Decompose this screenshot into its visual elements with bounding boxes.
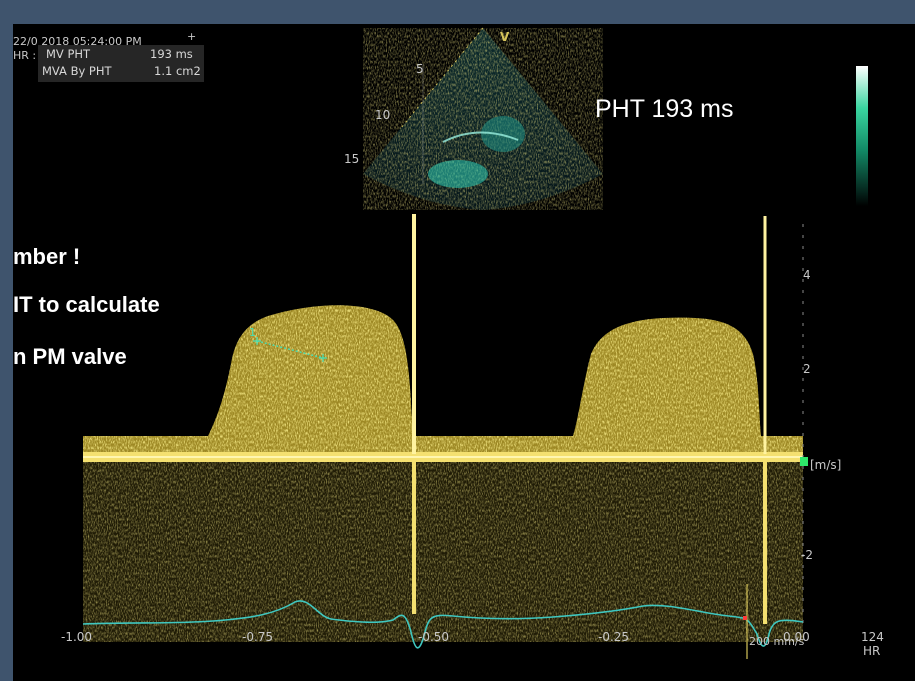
note-line-2: IT to calculate: [13, 292, 160, 318]
depth-label-15: 15: [344, 152, 359, 166]
note-line-1: mber !: [13, 244, 80, 270]
time-tick-minus-1: -1.00: [61, 630, 92, 644]
note-line-3: n PM valve: [13, 344, 127, 370]
hr-value: 124: [861, 630, 884, 644]
add-icon: +: [187, 30, 196, 43]
velocity-unit-label: [m/s]: [810, 458, 841, 472]
color-scale-bar: [856, 66, 868, 206]
pht-annotation: PHT 193 ms: [595, 95, 733, 124]
measurement-box: MV PHT 193 ms MVA By PHT 1.1 cm2: [38, 45, 204, 82]
velocity-tick-minus-2: -2: [801, 548, 813, 562]
hr-label: HR: [863, 644, 880, 658]
depth-label-5: 5: [416, 62, 424, 76]
sweep-speed-label: 200 mm/s: [749, 635, 804, 648]
mv-pht-value: 193 ms: [150, 47, 193, 61]
time-tick-minus-075: -0.75: [242, 630, 273, 644]
probe-orientation-marker: V: [500, 30, 509, 44]
baseline-marker: [800, 457, 808, 466]
time-tick-minus-050: -0.50: [418, 630, 449, 644]
mva-value: 1.1 cm2: [154, 64, 201, 78]
doppler-graphics: [13, 24, 915, 681]
ultrasound-screen: 22/0 2018 05:24:00 PM + HR : 124 MV PHT …: [13, 24, 915, 681]
time-tick-minus-025: -0.25: [598, 630, 629, 644]
velocity-tick-4: 4: [803, 268, 811, 282]
mv-pht-label: MV PHT: [46, 47, 90, 61]
depth-label-10: 10: [375, 108, 390, 122]
velocity-tick-2: 2: [803, 362, 811, 376]
mva-label: MVA By PHT: [42, 64, 112, 78]
caliper-start-label: 1: [249, 326, 256, 339]
doppler-spectrum-upper: [83, 294, 803, 454]
